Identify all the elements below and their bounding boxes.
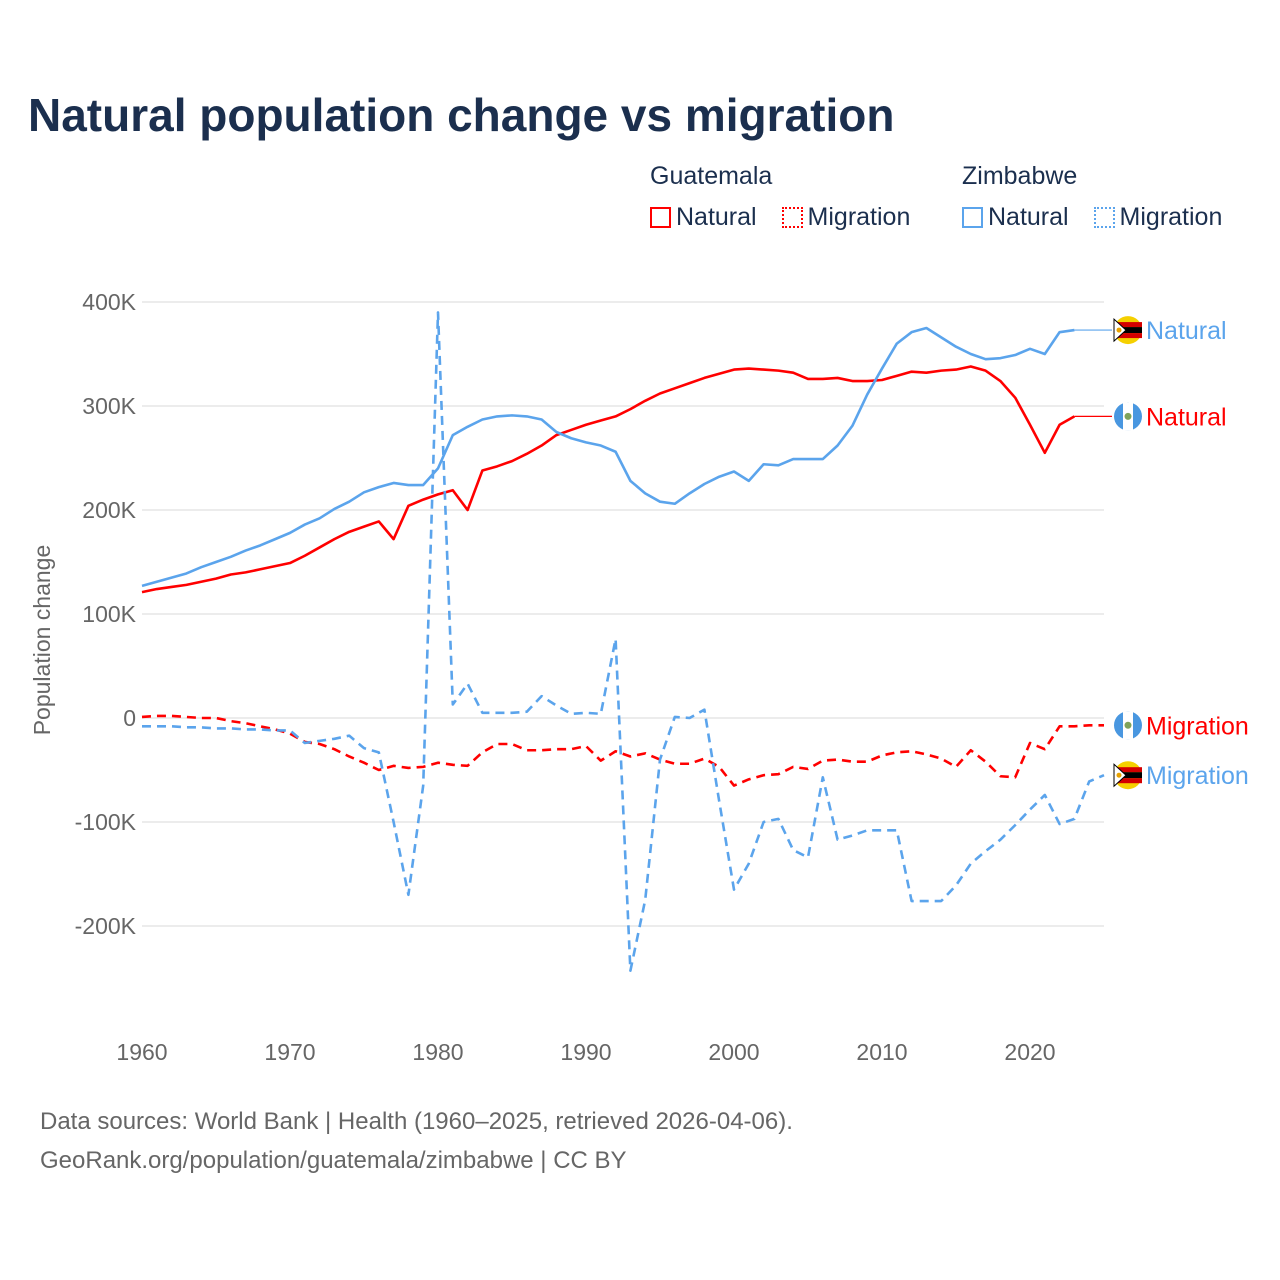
y-tick-label: 200K [82,497,136,523]
x-tick-label: 2000 [708,1039,759,1065]
chart-title: Natural population change vs migration [28,89,895,141]
series-end-label: Migration [1146,712,1249,740]
legend-item-zimbabwe-natural[interactable]: Natural [962,203,1069,232]
guatemala-flag-icon [1124,412,1132,420]
legend-swatch [650,207,671,228]
zimbabwe-natural-line [141,326,1075,588]
y-axis-label: Population change [29,545,55,736]
legend-zimbabwe: Zimbabwe Natural Migration [962,162,1222,235]
y-tick-label: -100K [75,809,137,835]
zimbabwe-flag-icon [1114,772,1142,779]
y-tick-label: 300K [82,393,136,419]
legend-guatemala: Guatemala Natural Migration [650,162,928,235]
legend-group-label: Zimbabwe [962,162,1078,190]
legend-item-guatemala-migration[interactable]: Migration [781,203,911,232]
zimbabwe-migration-line [142,311,1105,973]
footer-sources: Data sources: World Bank | Health (1960–… [40,1108,793,1135]
zimbabwe-flag-icon [1114,322,1142,328]
zimbabwe-flag-icon [1114,767,1142,773]
y-tick-label: 0 [123,705,136,731]
zimbabwe-flag-icon [1114,327,1142,334]
guatemala-migration-line [141,714,1104,787]
x-tick-label: 1980 [412,1039,463,1065]
zimbabwe-flag-icon [1116,327,1122,333]
x-tick-label: 1990 [560,1039,611,1065]
footer-link[interactable]: GeoRank.org/population/guatemala/zimbabw… [40,1147,627,1174]
legend-label: Natural [988,203,1069,231]
legend-group-label: Guatemala [650,162,773,190]
series-end-label: Migration [1146,762,1249,790]
guatemala-natural-line [141,365,1076,594]
guatemala-flag-icon [1124,721,1132,729]
zimbabwe-flag-icon [1114,333,1142,339]
legend-swatch [781,207,803,228]
y-tick-label: 400K [82,289,136,315]
zimbabwe-flag-icon [1114,778,1142,784]
y-tick-label: 100K [82,601,136,627]
legend-swatch [1093,207,1115,228]
legend-label: Migration [807,203,911,231]
legend-label: Natural [676,203,757,231]
legend-item-guatemala-natural[interactable]: Natural [650,203,757,232]
legend-item-zimbabwe-migration[interactable]: Migration [1093,203,1223,232]
zimbabwe-flag-icon [1116,772,1122,778]
x-tick-label: 1970 [264,1039,315,1065]
x-tick-label: 2020 [1004,1039,1055,1065]
legend-label: Migration [1119,203,1223,231]
legend-swatch [962,207,983,228]
x-tick-label: 2010 [856,1039,907,1065]
y-tick-label: -200K [75,913,137,939]
series-end-label: Natural [1146,403,1227,431]
series-end-label: Natural [1146,317,1227,345]
x-tick-label: 1960 [116,1039,167,1065]
